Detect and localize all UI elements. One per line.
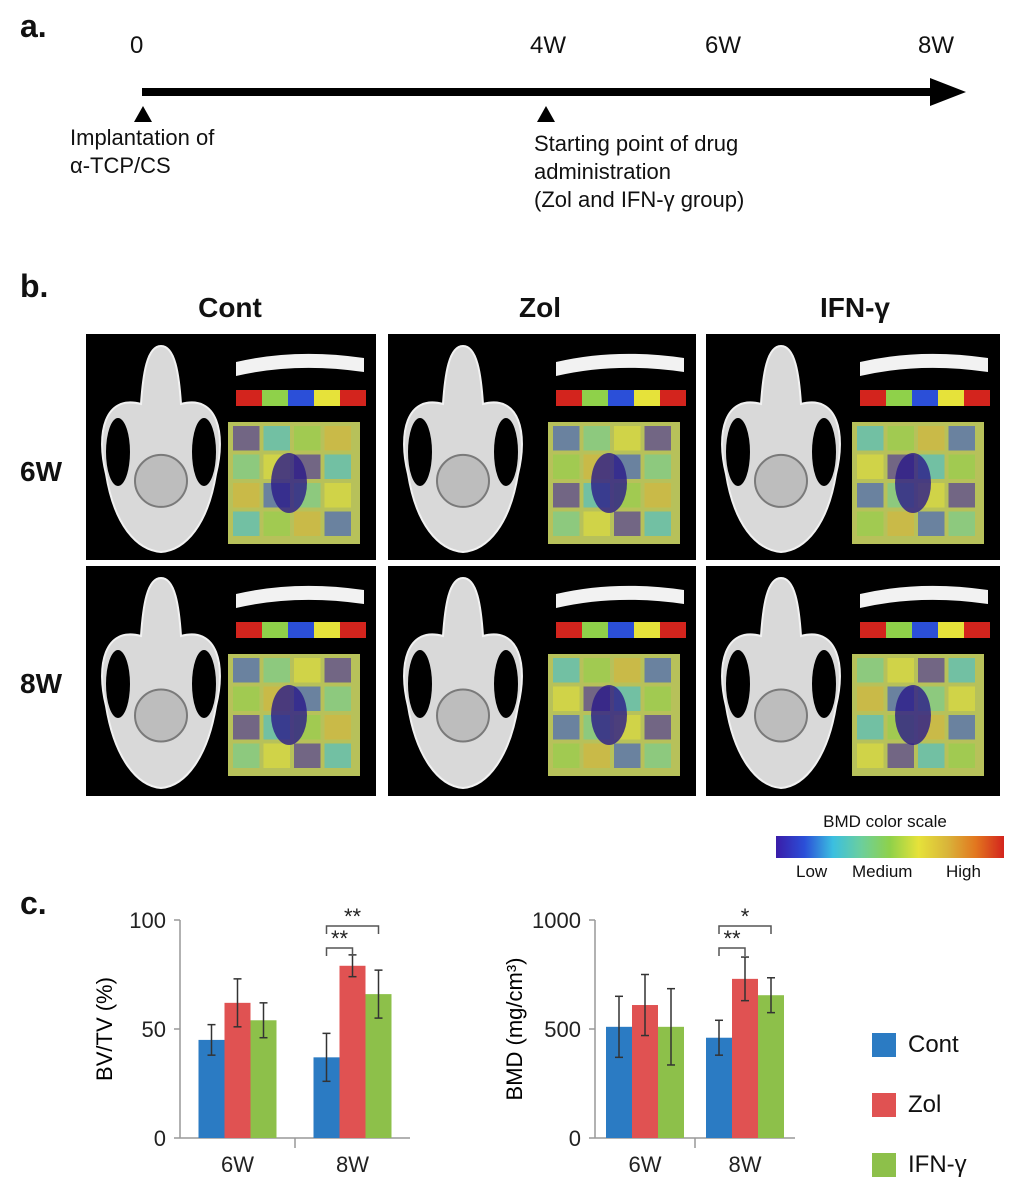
significance-bracket — [325, 947, 354, 956]
skull-render — [721, 576, 841, 790]
timeline-tick-0: 0 — [130, 32, 144, 59]
y-tick-label: 50 — [142, 1017, 166, 1042]
implant-marker-icon — [134, 106, 152, 122]
panel-c-letter: c. — [20, 885, 47, 921]
implantation-note: Implantation of α-TCP/CS — [70, 125, 215, 178]
bmd-heatmap — [852, 422, 984, 544]
x-tick-label: 8W — [729, 1152, 762, 1177]
legend-item-zol: Zol — [872, 1090, 967, 1120]
scan-ifn-8w — [706, 566, 1000, 796]
bmd-scale-high: High — [946, 862, 981, 881]
significance-label: ** — [331, 926, 349, 951]
panel-b-letter: b. — [20, 268, 49, 304]
column-head-ifn: IFN-γ — [820, 292, 890, 323]
colored-cross-section — [236, 390, 366, 406]
colored-cross-section — [860, 622, 990, 638]
bmd-scale-title: BMD color scale — [823, 812, 947, 831]
y-tick-label: 500 — [544, 1017, 581, 1042]
bmd-scale-low: Low — [796, 862, 828, 881]
legend-item-cont: Cont — [872, 1030, 967, 1060]
bar-ifn-8w — [758, 995, 784, 1138]
bar-zol-8w — [732, 978, 758, 1138]
scan-zol-8w — [388, 566, 696, 796]
bmd-heatmap — [548, 422, 680, 544]
colored-cross-section — [556, 390, 686, 406]
x-tick-label: 8W — [336, 1152, 369, 1177]
skull-render — [101, 576, 221, 790]
y-tick-label: 0 — [154, 1126, 166, 1151]
legend: Cont Zol IFN-γ — [872, 1030, 967, 1180]
skull-render — [403, 576, 523, 790]
bmd-heatmap — [228, 654, 360, 776]
scan-zol-6w — [388, 334, 696, 560]
drug-start-marker-icon — [537, 106, 555, 122]
y-tick-label: 100 — [129, 908, 166, 933]
bar-ifn-6w — [250, 1020, 277, 1138]
skull-render — [721, 344, 841, 554]
bmd-chart: BMD (mg/cm³) 0 500 1000 6W 8W ** * — [500, 890, 810, 1195]
bmd-scale-medium: Medium — [852, 862, 913, 881]
skull-render — [101, 344, 221, 554]
scan-cont-6w — [86, 334, 376, 560]
legend-swatch-cont — [872, 1033, 896, 1057]
significance-bracket — [718, 947, 746, 956]
bar-cont-6w — [198, 1039, 225, 1138]
y-axis-label: BMD (mg/cm³) — [502, 958, 527, 1101]
x-tick-label: 6W — [221, 1152, 254, 1177]
row-head-6w: 6W — [20, 456, 62, 487]
legend-swatch-zol — [872, 1093, 896, 1117]
column-head-cont: Cont — [198, 292, 262, 323]
colored-cross-section — [236, 622, 366, 638]
row-head-8w: 8W — [20, 668, 62, 699]
x-tick-label: 6W — [629, 1152, 662, 1177]
scan-ifn-6w — [706, 334, 1000, 560]
significance-label: * — [741, 904, 750, 929]
y-tick-label: 1000 — [532, 908, 581, 933]
bmd-color-bar — [776, 836, 1004, 858]
timeline-tick-4w: 4W — [530, 32, 566, 59]
column-head-zol: Zol — [519, 292, 561, 323]
timeline-tick-6w: 6W — [705, 32, 741, 59]
legend-swatch-ifn — [872, 1153, 896, 1177]
panel-a-letter: a. — [20, 8, 47, 44]
timeline-tick-8w: 8W — [918, 32, 954, 59]
significance-bracket — [718, 925, 772, 934]
skull-render — [403, 344, 523, 554]
bmd-heatmap — [548, 654, 680, 776]
y-axis-label: BV/TV (%) — [92, 977, 117, 1081]
bmd-heatmap — [852, 654, 984, 776]
drug-start-note: Starting point of drug administration (Z… — [534, 131, 745, 212]
significance-bracket — [325, 925, 380, 934]
colored-cross-section — [556, 622, 686, 638]
bvtv-chart: BV/TV (%) 0 50 100 6W 8W ** ** — [90, 890, 430, 1195]
bar-zol-8w — [339, 965, 366, 1138]
timeline-axis — [134, 78, 966, 122]
colored-cross-section — [860, 390, 990, 406]
significance-label: ** — [344, 904, 362, 929]
legend-item-ifn: IFN-γ — [872, 1150, 967, 1180]
y-tick-label: 0 — [569, 1126, 581, 1151]
significance-label: ** — [723, 926, 741, 951]
bmd-heatmap — [228, 422, 360, 544]
scan-cont-8w — [86, 566, 376, 796]
